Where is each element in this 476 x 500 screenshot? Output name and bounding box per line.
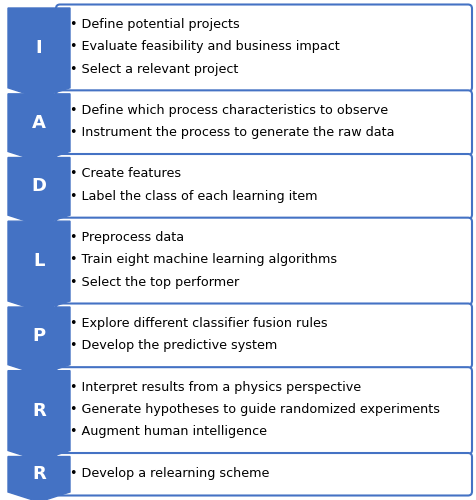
Text: • Evaluate feasibility and business impact: • Evaluate feasibility and business impa… [70,40,340,54]
Text: • Label the class of each learning item: • Label the class of each learning item [70,190,317,203]
FancyBboxPatch shape [56,218,472,304]
Text: • Select a relevant project: • Select a relevant project [70,62,238,76]
Text: P: P [32,327,46,345]
Text: • Select the top performer: • Select the top performer [70,276,239,289]
Polygon shape [8,221,70,311]
Text: • Create features: • Create features [70,168,181,180]
Text: • Augment human intelligence: • Augment human intelligence [70,426,267,438]
Polygon shape [8,158,70,225]
Text: • Develop a relearning scheme: • Develop a relearning scheme [70,466,269,479]
Polygon shape [8,8,70,98]
FancyBboxPatch shape [56,453,472,496]
Text: D: D [31,178,47,196]
FancyBboxPatch shape [56,90,472,155]
Text: • Define potential projects: • Define potential projects [70,18,240,31]
FancyBboxPatch shape [56,154,472,218]
Text: A: A [32,114,46,132]
Polygon shape [8,307,70,374]
Text: • Instrument the process to generate the raw data: • Instrument the process to generate the… [70,126,395,140]
Text: L: L [33,252,45,270]
FancyBboxPatch shape [56,4,472,92]
Text: • Interpret results from a physics perspective: • Interpret results from a physics persp… [70,380,361,394]
Text: • Preprocess data: • Preprocess data [70,231,184,244]
Text: • Train eight machine learning algorithms: • Train eight machine learning algorithm… [70,254,337,266]
Text: R: R [32,402,46,419]
Polygon shape [8,456,70,500]
FancyBboxPatch shape [56,304,472,368]
Polygon shape [8,94,70,162]
FancyBboxPatch shape [56,367,472,454]
Text: I: I [36,39,42,57]
Polygon shape [8,370,70,460]
Text: • Explore different classifier fusion rules: • Explore different classifier fusion ru… [70,317,327,330]
Text: • Generate hypotheses to guide randomized experiments: • Generate hypotheses to guide randomize… [70,403,440,416]
Text: R: R [32,466,46,483]
Text: • Develop the predictive system: • Develop the predictive system [70,340,277,352]
Text: • Define which process characteristics to observe: • Define which process characteristics t… [70,104,388,117]
